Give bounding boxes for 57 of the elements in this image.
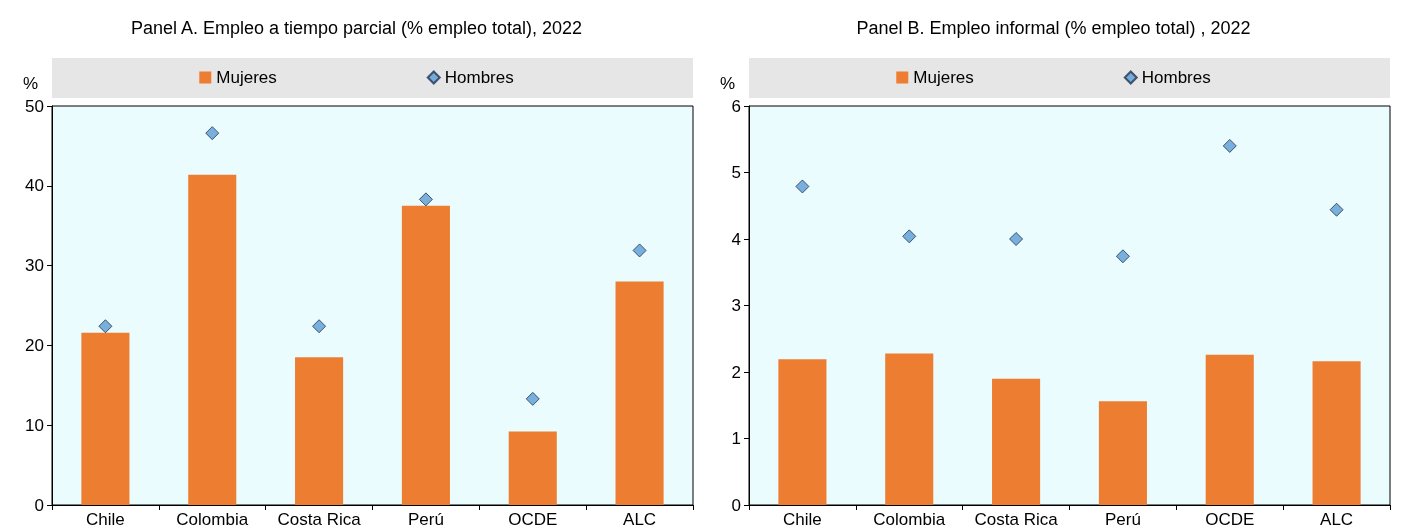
x-tick-label: Perú bbox=[1104, 510, 1141, 529]
point bbox=[632, 243, 647, 258]
bar bbox=[615, 281, 664, 505]
point bbox=[795, 179, 810, 194]
point bbox=[1329, 202, 1344, 217]
y-tick-label: 10 bbox=[25, 415, 44, 435]
chart-title: Panel A. Empleo a tiempo parcial (% empleo total), 2022 bbox=[130, 18, 583, 38]
bar bbox=[1205, 354, 1254, 505]
legend-label: Hombres bbox=[444, 68, 514, 87]
y-tick-label: 40 bbox=[25, 176, 44, 196]
point bbox=[312, 319, 327, 334]
bar bbox=[992, 378, 1041, 505]
bar bbox=[1312, 361, 1361, 505]
y-axis-title: % bbox=[719, 74, 735, 93]
y-tick-label: 2 bbox=[731, 362, 741, 382]
y-tick-label: 0 bbox=[34, 495, 44, 515]
x-tick-label: Perú bbox=[407, 510, 444, 529]
bar bbox=[188, 174, 237, 505]
y-tick-label: 0 bbox=[731, 495, 741, 515]
y-tick-label: 1 bbox=[731, 429, 741, 448]
x-tick-label: OCDE bbox=[1205, 510, 1255, 529]
chart-title: Panel B. Empleo informal (% empleo total) , 2022 bbox=[856, 18, 1251, 38]
point bbox=[205, 126, 220, 141]
y-tick-label: 3 bbox=[731, 296, 741, 315]
bar bbox=[295, 357, 344, 505]
x-tick-label: Costa Rica bbox=[277, 510, 362, 529]
x-tick-label: Chile bbox=[783, 510, 822, 529]
y-tick-label: 6 bbox=[731, 96, 741, 116]
point bbox=[1222, 138, 1237, 153]
legend-label: Mujeres bbox=[913, 68, 974, 87]
point bbox=[98, 319, 113, 334]
x-tick-label: OCDE bbox=[508, 510, 558, 529]
x-tick-label: Colombia bbox=[873, 510, 946, 529]
bar bbox=[1098, 401, 1147, 505]
x-tick-label: Chile bbox=[86, 510, 125, 529]
point bbox=[1115, 249, 1130, 264]
legend-label: Hombres bbox=[1141, 68, 1211, 87]
x-tick-label: ALC bbox=[623, 510, 657, 529]
x-tick-label: Costa Rica bbox=[974, 510, 1059, 529]
bar bbox=[81, 332, 130, 505]
bar bbox=[885, 353, 934, 505]
y-tick-label: 20 bbox=[25, 335, 44, 355]
point bbox=[1009, 232, 1024, 246]
y-tick-label: 5 bbox=[731, 163, 741, 182]
bar bbox=[508, 431, 557, 505]
bar bbox=[401, 205, 450, 505]
y-tick-label: 4 bbox=[731, 229, 741, 249]
point bbox=[525, 391, 540, 406]
y-axis-title: % bbox=[22, 74, 38, 93]
y-tick-label: 30 bbox=[25, 256, 44, 276]
bar bbox=[778, 359, 827, 505]
point bbox=[902, 229, 917, 244]
x-tick-label: ALC bbox=[1320, 510, 1354, 529]
point bbox=[418, 192, 433, 207]
legend-label: Mujeres bbox=[216, 68, 277, 87]
x-tick-label: Colombia bbox=[176, 510, 249, 529]
y-tick-label: 50 bbox=[25, 96, 44, 116]
